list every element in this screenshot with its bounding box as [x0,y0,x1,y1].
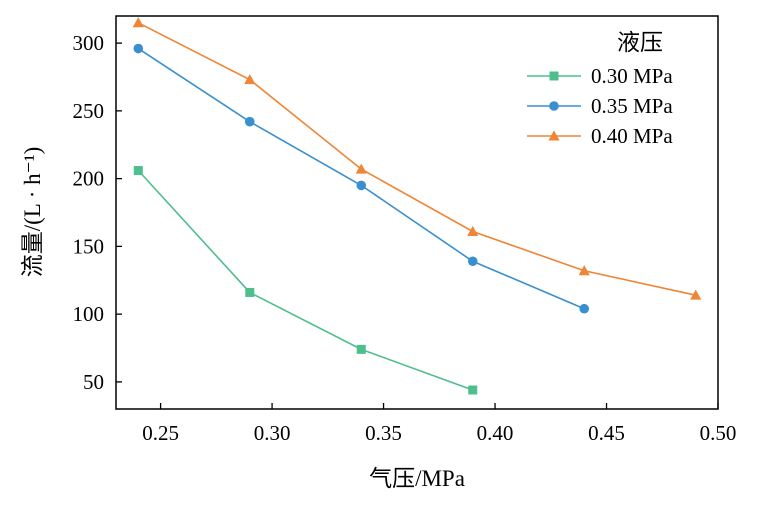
legend: 液压 0.30 MPa 0.35 MPa 0.40 MPa [527,30,673,148]
legend-label: 0.35 MPa [591,94,673,118]
y-tick-label: 150 [73,234,105,258]
series-0-35-mpa [133,43,590,314]
x-tick-label: 0.35 [365,421,402,445]
legend-entry: 0.30 MPa [527,64,673,88]
data-point [356,180,367,191]
legend-entry: 0.35 MPa [527,94,673,118]
data-point [467,256,478,267]
data-point [245,287,255,297]
series-0-30-mpa [133,165,478,395]
x-tick-label: 0.45 [588,421,625,445]
data-point [355,163,367,174]
x-tick-label: 0.40 [477,421,514,445]
data-point [244,116,255,127]
data-point [467,225,479,236]
y-tick-label: 50 [83,370,104,394]
y-tick-label: 200 [73,167,105,191]
x-axis-label: 气压/MPa [369,466,465,491]
data-point [690,289,702,300]
legend-marker [548,130,560,141]
y-tick-label: 100 [73,302,105,326]
legend-title: 液压 [617,30,663,55]
data-point [579,303,590,314]
data-point [468,385,478,395]
data-point [356,344,366,354]
series-line [137,22,696,296]
series-line [137,47,585,310]
legend-marker [549,71,559,81]
axis-ticks: 0.25 0.30 0.35 0.40 0.45 0.50 50 100 150 200 250 30… [73,31,737,445]
plot-frame [115,15,719,410]
y-tick-label: 300 [73,31,105,55]
series-line [137,169,474,391]
legend-entries: 0.30 MPa 0.35 MPa 0.40 MPa [527,64,673,148]
legend-label: 0.30 MPa [591,64,673,88]
y-axis-label: 流量/(L · h⁻¹) [20,147,45,278]
series-group [132,17,702,395]
legend-label: 0.40 MPa [591,124,673,148]
legend-marker [549,101,559,111]
series-0-40-mpa [132,17,702,300]
data-point [133,165,143,175]
y-tick-label: 250 [73,99,105,123]
x-tick-label: 0.50 [700,421,737,445]
data-point [244,74,256,85]
data-point [578,265,590,276]
data-point [132,17,144,28]
x-tick-label: 0.30 [254,421,291,445]
x-tick-label: 0.25 [142,421,179,445]
data-point [133,43,144,54]
legend-entry: 0.40 MPa [527,124,673,148]
